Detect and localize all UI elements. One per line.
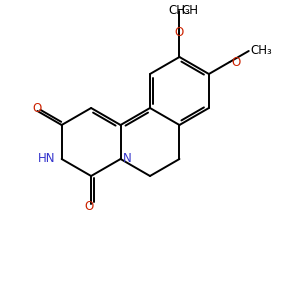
Text: O: O [175, 26, 184, 40]
Text: CH: CH [182, 4, 198, 17]
Text: CH₃: CH₃ [169, 4, 190, 17]
Text: HN: HN [38, 152, 56, 166]
Text: O: O [33, 103, 42, 116]
Text: O: O [85, 200, 94, 212]
Text: O: O [232, 56, 241, 68]
Text: N: N [123, 152, 131, 166]
Text: CH₃: CH₃ [251, 44, 272, 58]
